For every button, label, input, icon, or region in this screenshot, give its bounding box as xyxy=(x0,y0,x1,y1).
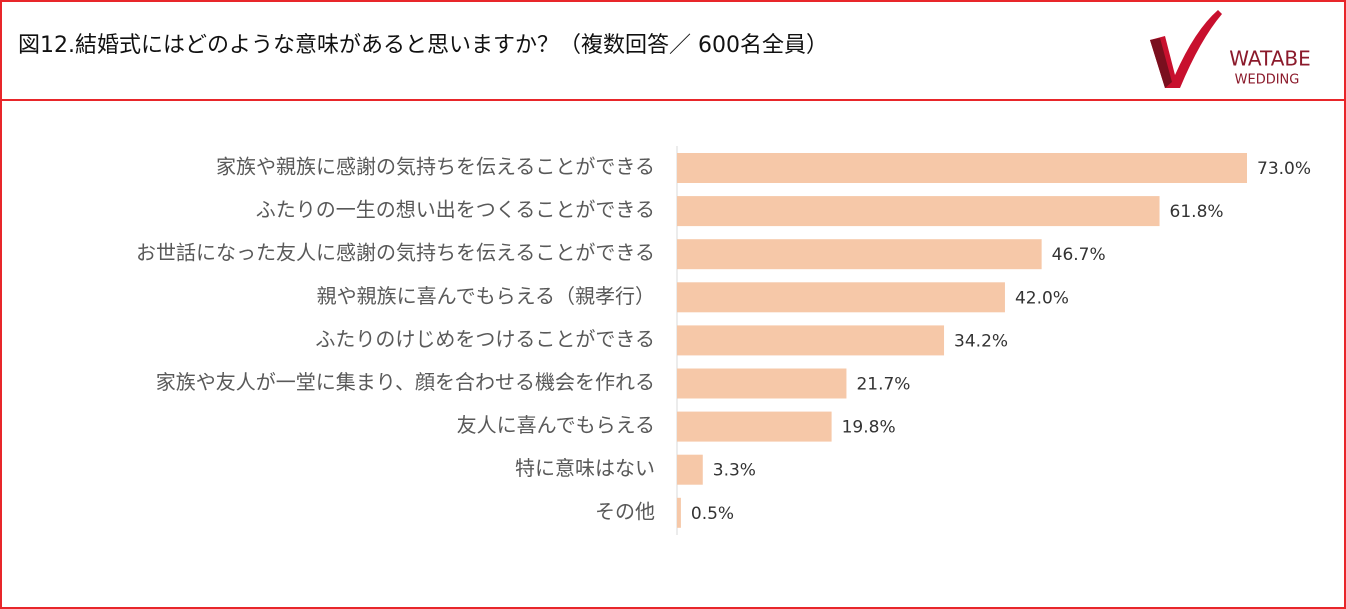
category-label: 友人に喜んでもらえる xyxy=(457,413,655,437)
logo-subtext: WEDDING xyxy=(1235,73,1300,88)
category-label: ふたりのけじめをつけることができる xyxy=(315,327,655,351)
value-label: 34.2% xyxy=(954,331,1008,351)
value-label: 3.3% xyxy=(713,461,756,481)
bar xyxy=(677,282,1005,313)
bar xyxy=(677,239,1042,270)
bar xyxy=(677,153,1247,183)
bar xyxy=(677,411,832,442)
logo-shadow xyxy=(1150,38,1172,88)
value-label: 73.0% xyxy=(1257,159,1311,179)
bar xyxy=(677,196,1160,227)
logo: WATABE WEDDING xyxy=(1150,10,1311,88)
category-label: お世話になった友人に感謝の気持ちを伝えることができる xyxy=(136,241,655,265)
category-label: ふたりの一生の想い出をつくることができる xyxy=(256,198,655,222)
bar xyxy=(677,368,847,399)
value-label: 42.0% xyxy=(1015,288,1069,308)
value-label: 21.7% xyxy=(856,375,910,395)
bar xyxy=(677,325,945,356)
value-label: 61.8% xyxy=(1170,202,1224,222)
category-label: 特に意味はない xyxy=(515,456,655,480)
category-label: 家族や親族に感謝の気持ちを伝えることができる xyxy=(216,155,655,179)
category-label: その他 xyxy=(595,499,655,523)
logo-text: WATABE xyxy=(1229,47,1311,71)
bar xyxy=(677,454,703,485)
value-label: 0.5% xyxy=(691,504,734,524)
chart-title: 図12.結婚式にはどのような意味があると思いますか？（複数回答／ 600名全員） xyxy=(18,33,828,58)
value-label: 19.8% xyxy=(842,418,896,438)
category-label: 家族や友人が一堂に集まり、顔を合わせる機会を作れる xyxy=(156,370,655,394)
value-label: 46.7% xyxy=(1052,245,1106,265)
category-label: 親や親族に喜んでもらえる（親孝行） xyxy=(317,284,655,308)
bar xyxy=(677,497,681,528)
